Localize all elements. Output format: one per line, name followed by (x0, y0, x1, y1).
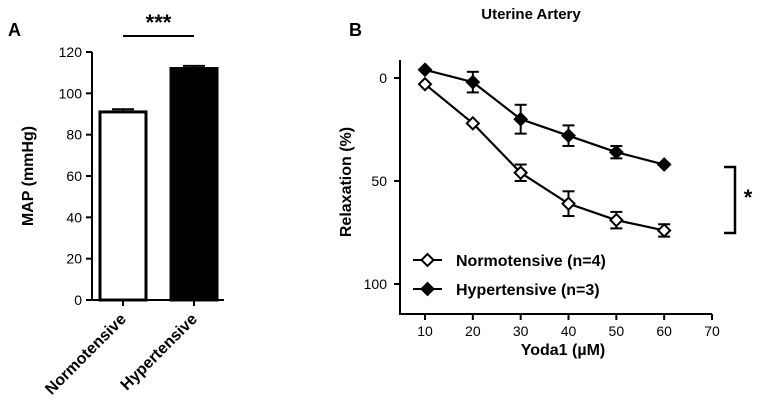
x-tick-label: Normotensive (42, 311, 130, 399)
y-tick-label: 60 (66, 168, 82, 184)
data-point (561, 196, 576, 212)
bar-hypertensive (169, 67, 219, 302)
y-tick-label: 20 (66, 251, 82, 267)
x-tick-label: 20 (465, 323, 481, 339)
panel-b-letter: B (349, 20, 362, 40)
panel-b-y-axis-label: Relaxation (%) (338, 127, 355, 237)
panel-a-letter: A (8, 20, 21, 40)
panel-b-axes (399, 60, 712, 315)
legend-label-hypertensive: Hypertensive (n=3) (456, 282, 600, 299)
data-point (608, 212, 624, 228)
y-tick-label: 40 (66, 209, 82, 225)
panel-b-significance-marker: * (744, 185, 753, 210)
legend-item-normotensive: Normotensive (n=4) (413, 252, 606, 270)
y-tick-label: 120 (59, 44, 83, 60)
legend-label-normotensive: Normotensive (n=4) (456, 253, 606, 270)
y-tick-label: 100 (59, 85, 83, 101)
series-line (424, 68, 665, 166)
panel-b-legend: Normotensive (n=4) Hypertensive (n=3) (413, 252, 606, 299)
legend-marker-open-diamond (420, 252, 435, 268)
x-tick-label: 30 (513, 323, 529, 339)
panel-b-significance-bracket (724, 165, 737, 235)
series-normotensive (417, 76, 672, 238)
panel-b-title: Uterine Artery (481, 6, 581, 23)
y-tick-label: 0 (74, 292, 82, 308)
data-point (465, 74, 481, 90)
panel-b-x-axis-label: Yoda1 (µM) (521, 342, 605, 359)
x-tick-label: 70 (704, 323, 720, 339)
series-line (424, 83, 665, 232)
series-hypertensive (417, 62, 672, 172)
x-tick-label: 10 (417, 323, 433, 339)
panel-a-y-axis-label: MAP (mmHg) (20, 126, 37, 226)
bar-normotensive (98, 110, 148, 302)
data-point (656, 223, 672, 238)
data-point (656, 157, 672, 172)
data-point (417, 62, 433, 78)
panel-b-line-chart: B Uterine Artery 0 50 100 10 20 30 40 50 60 70 R… (338, 6, 753, 359)
data-point (513, 111, 529, 127)
x-tick-label: 40 (561, 323, 577, 339)
data-point (513, 165, 529, 181)
x-tick-label: 50 (609, 323, 625, 339)
x-tick-label: 60 (656, 323, 672, 339)
x-tick-label: Hypertensive (118, 311, 201, 394)
y-tick-label: 50 (371, 173, 387, 189)
data-point (465, 115, 481, 131)
legend-marker-filled-diamond (420, 281, 435, 297)
data-point (561, 128, 576, 144)
y-tick-label: 0 (379, 70, 387, 86)
data-point (417, 76, 433, 92)
panel-a-significance-marker: *** (146, 10, 172, 35)
legend-item-hypertensive: Hypertensive (n=3) (413, 281, 600, 299)
y-tick-label: 100 (364, 276, 388, 292)
data-point (608, 144, 624, 160)
panel-a-bar-chart: A 0 20 40 60 80 100 120 NormotensiveHypertensi… (8, 10, 224, 398)
y-tick-label: 80 (66, 127, 82, 143)
